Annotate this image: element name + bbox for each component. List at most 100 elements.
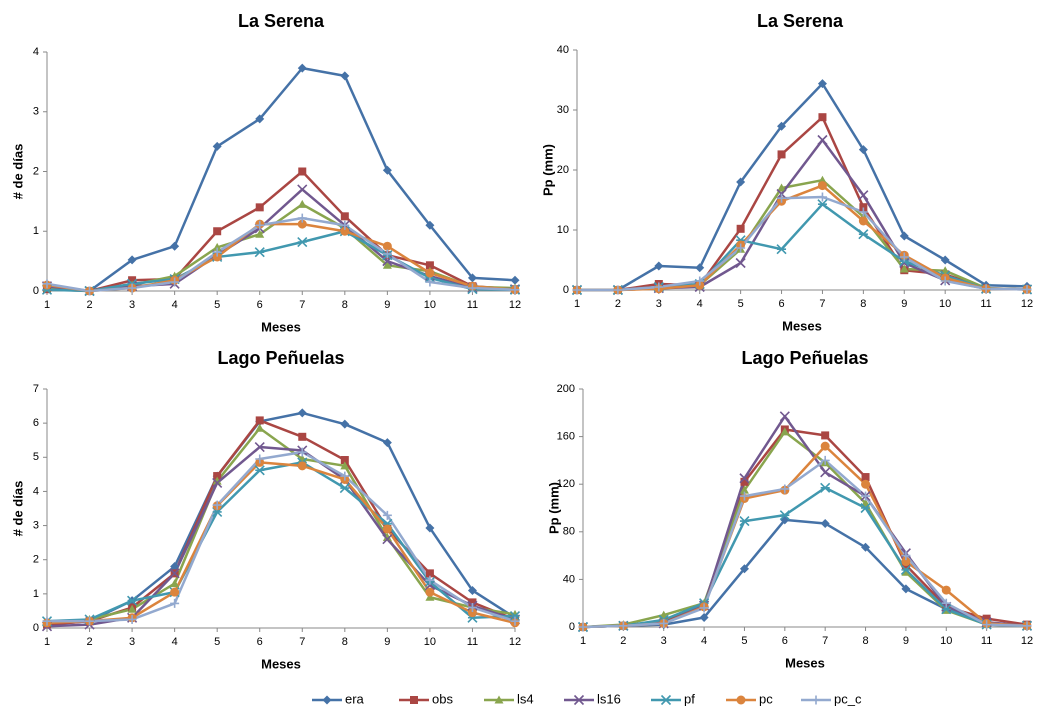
y-tick-label: 0 — [563, 284, 569, 296]
marker — [695, 276, 705, 286]
marker — [817, 134, 828, 146]
series-line — [46, 170, 516, 293]
marker — [85, 616, 95, 626]
marker — [777, 150, 786, 159]
marker — [739, 491, 749, 501]
marker — [382, 438, 392, 448]
x-tick-label: 7 — [819, 298, 825, 310]
marker — [739, 564, 749, 574]
marker — [510, 616, 520, 626]
marker — [1022, 621, 1032, 631]
marker — [901, 557, 911, 567]
y-tick-label: 160 — [557, 431, 575, 443]
marker — [425, 569, 434, 578]
marker — [861, 491, 871, 501]
x-tick-label: 6 — [782, 635, 788, 647]
y-tick-label: 1 — [33, 225, 39, 237]
y-tick-label: 2 — [33, 554, 39, 566]
marker — [322, 695, 332, 705]
marker — [382, 165, 392, 175]
x-tick-label: 4 — [701, 635, 707, 647]
marker — [213, 472, 222, 481]
marker — [85, 286, 95, 296]
x-tick-label: 5 — [214, 636, 220, 648]
marker — [254, 247, 265, 258]
marker — [573, 694, 585, 706]
chart-title: Lago Peñuelas — [217, 348, 344, 368]
marker — [425, 587, 435, 597]
series-line — [577, 195, 1028, 292]
x-tick-label: 4 — [172, 636, 178, 648]
x-tick-label: 10 — [424, 636, 436, 648]
marker — [578, 622, 588, 632]
y-tick-label: 5 — [33, 451, 39, 463]
marker — [170, 241, 180, 251]
marker — [170, 598, 180, 608]
x-tick-label: 3 — [129, 636, 135, 648]
y-tick-label: 40 — [557, 44, 569, 56]
x-tick-label: 11 — [467, 299, 478, 311]
marker — [382, 241, 392, 251]
y-tick-label: 0 — [33, 622, 39, 634]
marker — [1022, 284, 1032, 294]
marker — [382, 533, 392, 542]
marker — [255, 114, 265, 124]
marker — [212, 476, 222, 485]
legend-label: ls16 — [597, 691, 621, 706]
y-axis-label: # de días — [10, 144, 25, 200]
marker — [982, 620, 992, 630]
marker — [777, 121, 787, 131]
marker — [212, 141, 222, 151]
x-tick-label: 7 — [822, 635, 828, 647]
x-tick-label: 2 — [86, 299, 92, 311]
marker — [297, 408, 307, 418]
x-tick-label: 3 — [129, 299, 135, 311]
marker — [817, 181, 827, 191]
chart-title: La Serena — [238, 11, 325, 31]
marker — [940, 276, 950, 286]
marker — [510, 275, 520, 285]
series-line — [47, 450, 516, 623]
marker — [212, 242, 222, 251]
x-tick-label: 2 — [620, 635, 626, 647]
marker — [811, 695, 821, 705]
marker — [736, 695, 746, 705]
x-tick-label: 9 — [384, 636, 390, 648]
marker — [613, 285, 623, 295]
x-axis-label: Meses — [785, 655, 825, 670]
y-tick-label: 3 — [33, 106, 39, 118]
x-tick-label: 4 — [172, 299, 178, 311]
marker — [212, 500, 222, 510]
marker — [572, 285, 582, 295]
marker — [255, 454, 265, 464]
marker — [425, 268, 435, 278]
marker — [42, 279, 52, 289]
marker — [169, 568, 180, 579]
y-tick-label: 0 — [33, 285, 39, 297]
marker — [901, 584, 911, 594]
marker — [899, 252, 909, 262]
marker — [425, 592, 435, 601]
marker — [340, 71, 350, 81]
marker — [735, 257, 746, 269]
marker — [736, 243, 746, 253]
marker — [468, 598, 477, 607]
marker — [861, 479, 871, 489]
marker — [660, 694, 672, 706]
x-tick-label: 8 — [862, 635, 868, 647]
y-tick-label: 20 — [557, 164, 569, 176]
marker — [340, 212, 349, 221]
marker — [858, 190, 869, 201]
series-line — [582, 459, 1028, 629]
series-line — [46, 461, 516, 623]
legend-label: pf — [684, 691, 695, 706]
marker — [982, 614, 991, 623]
x-tick-label: 2 — [86, 636, 92, 648]
marker — [740, 477, 749, 486]
marker — [128, 276, 137, 285]
marker — [170, 587, 180, 597]
x-tick-label: 10 — [939, 298, 951, 310]
x-tick-label: 1 — [44, 299, 50, 311]
marker — [340, 220, 350, 230]
marker — [425, 277, 435, 287]
